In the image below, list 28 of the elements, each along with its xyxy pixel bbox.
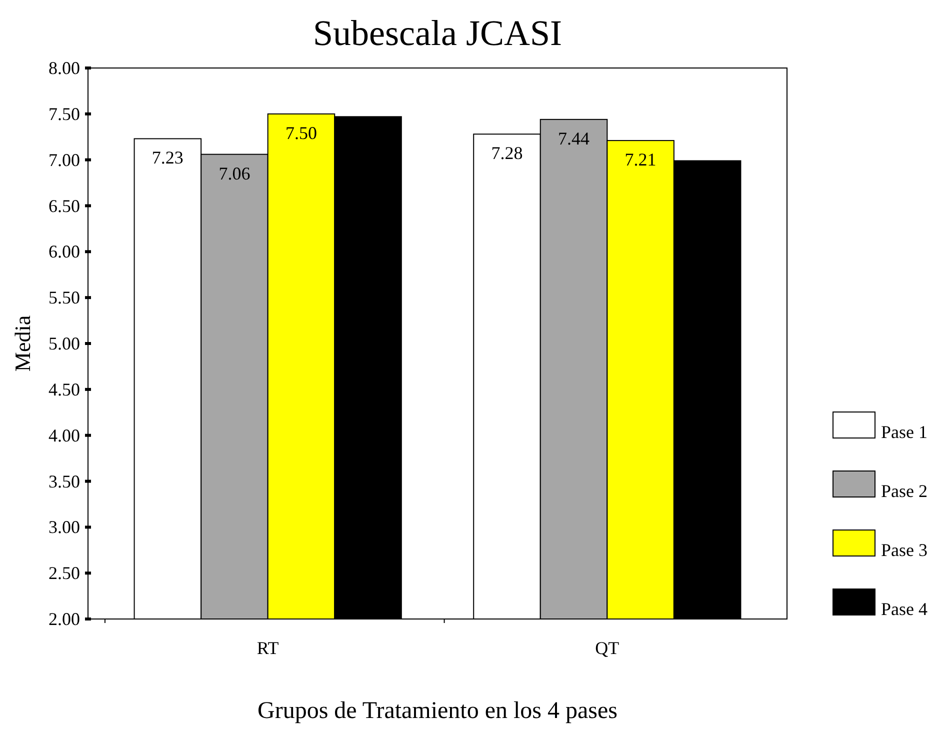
legend-label: Pase 2 bbox=[881, 481, 928, 501]
y-tick-label: 6.00 bbox=[48, 242, 80, 262]
data-label: 7.23 bbox=[152, 148, 184, 168]
y-tick-label: 5.50 bbox=[48, 288, 80, 308]
y-tick-label: 4.00 bbox=[48, 425, 80, 446]
chart-title: Subescala JCASI bbox=[313, 13, 562, 53]
data-label: 7.21 bbox=[624, 150, 656, 170]
legend-label: Pase 3 bbox=[881, 540, 928, 560]
x-tick-label: QT bbox=[595, 638, 620, 658]
y-tick-label: 4.50 bbox=[48, 379, 80, 400]
data-label: 7.44 bbox=[558, 128, 590, 148]
y-tick-label: 6.50 bbox=[48, 196, 80, 216]
y-tick-label: 3.00 bbox=[48, 517, 80, 538]
legend-label: Pase 4 bbox=[881, 599, 928, 619]
legend-label: Pase 1 bbox=[881, 422, 928, 442]
y-tick-label: 2.00 bbox=[48, 609, 80, 629]
y-tick-label: 2.50 bbox=[48, 563, 80, 584]
y-tick-label: 7.50 bbox=[48, 104, 80, 124]
x-tick-label: RT bbox=[256, 638, 279, 658]
data-label: 7.06 bbox=[218, 163, 250, 184]
x-axis-title: Grupos de Tratamiento en los 4 pases bbox=[258, 698, 618, 724]
y-axis-title: Media bbox=[10, 315, 35, 372]
y-tick-label: 7.00 bbox=[48, 150, 80, 170]
y-tick-label: 5.00 bbox=[48, 334, 80, 354]
data-label: 7.50 bbox=[285, 122, 317, 143]
y-tick-label: 3.50 bbox=[48, 471, 80, 492]
y-tick-label: 8.00 bbox=[48, 58, 80, 78]
data-label: 7.28 bbox=[491, 143, 523, 164]
